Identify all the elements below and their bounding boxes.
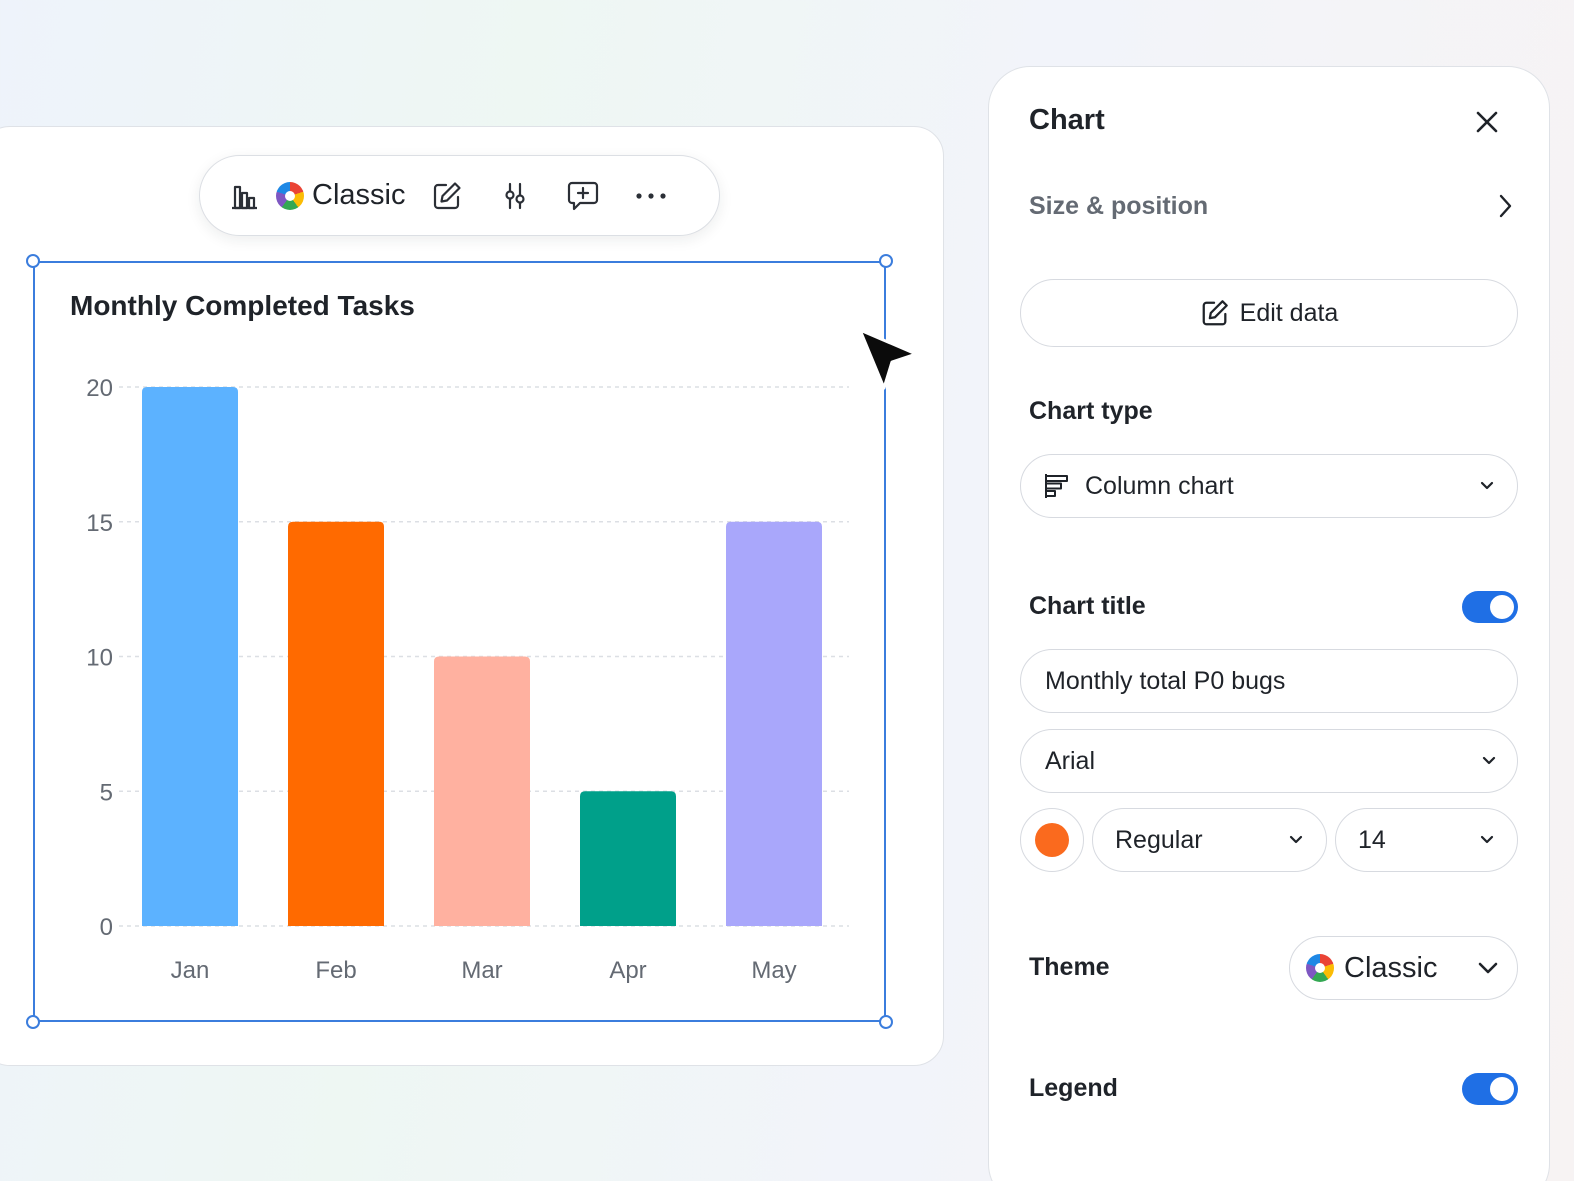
edit-data-button[interactable]: Edit data bbox=[1020, 279, 1518, 347]
theme-button[interactable]: Classic bbox=[262, 171, 415, 221]
chevron-right-icon bbox=[1499, 194, 1512, 218]
comment-add-icon bbox=[568, 181, 599, 210]
panel-title: Chart bbox=[1029, 104, 1105, 136]
x-tick-label: Apr bbox=[609, 957, 646, 984]
chart-type-button[interactable] bbox=[226, 171, 262, 221]
bar-feb bbox=[288, 521, 384, 926]
y-tick-label: 10 bbox=[86, 645, 113, 672]
more-icon bbox=[636, 192, 667, 199]
chart-settings-panel bbox=[988, 66, 1550, 1181]
x-tick-label: May bbox=[751, 957, 796, 984]
title-color-picker[interactable] bbox=[1020, 808, 1084, 872]
font-size-value: 14 bbox=[1358, 825, 1386, 854]
theme-value: Classic bbox=[1344, 951, 1438, 984]
mouse-pointer-icon bbox=[858, 328, 918, 390]
chevron-down-icon bbox=[1478, 962, 1498, 974]
x-tick-label: Mar bbox=[461, 957, 502, 984]
chart-type-icon bbox=[232, 185, 257, 209]
y-tick-label: 20 bbox=[86, 375, 113, 402]
chart-title-input-value: Monthly total P0 bugs bbox=[1045, 666, 1286, 695]
title-color-swatch bbox=[1035, 823, 1069, 857]
bar-chart: 0 5 10 15 20 Jan Feb Mar Apr May bbox=[86, 375, 849, 984]
chart-title-label: Chart title bbox=[1029, 592, 1146, 620]
resize-handle-top-left[interactable] bbox=[26, 254, 40, 268]
font-family-select[interactable]: Arial bbox=[1020, 729, 1518, 793]
theme-button-label: Classic bbox=[312, 179, 406, 211]
theme-label: Theme bbox=[1029, 953, 1110, 981]
legend-label: Legend bbox=[1029, 1074, 1118, 1102]
bar-jan bbox=[142, 387, 238, 926]
bar-may bbox=[726, 521, 822, 926]
theme-wheel-icon bbox=[1306, 954, 1334, 982]
chart-title: Monthly Completed Tasks bbox=[70, 290, 415, 321]
resize-handle-bottom-right[interactable] bbox=[879, 1015, 893, 1029]
bar-apr bbox=[580, 791, 676, 926]
font-weight-value: Regular bbox=[1115, 825, 1203, 854]
font-family-value: Arial bbox=[1045, 746, 1096, 775]
close-icon bbox=[1476, 111, 1498, 133]
chart-type-label: Chart type bbox=[1029, 397, 1153, 425]
edit-icon bbox=[434, 181, 462, 209]
adjust-sliders-icon bbox=[505, 182, 526, 209]
add-comment-button[interactable] bbox=[565, 171, 601, 221]
chart-type-select[interactable]: Column chart bbox=[1020, 454, 1518, 518]
chevron-down-icon bbox=[1480, 481, 1494, 490]
y-tick-label: 15 bbox=[86, 510, 113, 537]
resize-handle-bottom-left[interactable] bbox=[26, 1015, 40, 1029]
column-chart-icon bbox=[1045, 474, 1068, 498]
font-size-select[interactable]: 14 bbox=[1335, 808, 1518, 872]
x-tick-label: Jan bbox=[171, 957, 210, 984]
resize-handle-top-right[interactable] bbox=[879, 254, 893, 268]
chart-type-value: Column chart bbox=[1085, 471, 1234, 500]
theme-select[interactable]: Classic bbox=[1289, 936, 1518, 1000]
x-tick-label: Feb bbox=[315, 957, 356, 984]
legend-toggle[interactable] bbox=[1462, 1073, 1518, 1105]
y-tick-label: 0 bbox=[100, 914, 113, 941]
chevron-down-icon bbox=[1482, 756, 1496, 765]
chart-floating-toolbar: Classic bbox=[199, 155, 720, 236]
chart-selection-frame[interactable] bbox=[33, 261, 886, 1022]
edit-chart-button[interactable] bbox=[429, 171, 465, 221]
chart-title-toggle[interactable] bbox=[1462, 591, 1518, 623]
chevron-down-icon bbox=[1480, 835, 1494, 844]
chart-title-input[interactable]: Monthly total P0 bugs bbox=[1020, 649, 1518, 713]
bar-mar bbox=[434, 656, 530, 926]
size-position-label: Size & position bbox=[1029, 191, 1209, 220]
chevron-down-icon bbox=[1289, 835, 1303, 844]
y-tick-label: 5 bbox=[100, 779, 113, 806]
edit-icon bbox=[1202, 300, 1228, 326]
theme-wheel-icon bbox=[276, 181, 304, 210]
close-panel-button[interactable] bbox=[1470, 105, 1504, 139]
edit-data-label: Edit data bbox=[1239, 298, 1339, 327]
size-position-row[interactable]: Size & position bbox=[1029, 188, 1513, 224]
font-weight-select[interactable]: Regular bbox=[1092, 808, 1327, 872]
more-button[interactable] bbox=[633, 171, 669, 221]
adjust-chart-button[interactable] bbox=[497, 171, 533, 221]
